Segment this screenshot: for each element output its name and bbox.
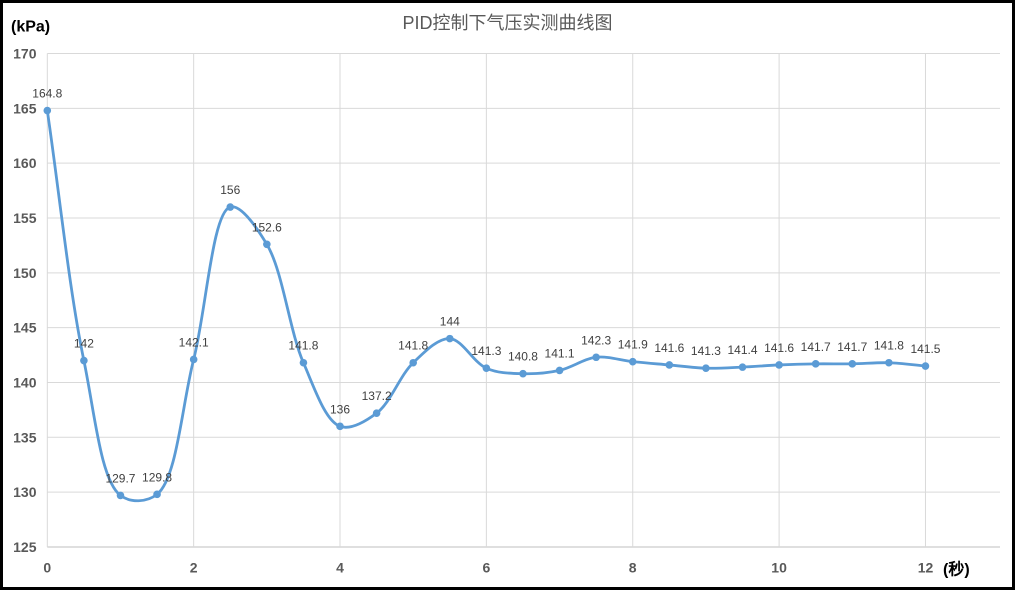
svg-text:PID控制下气压实测曲线图: PID控制下气压实测曲线图 <box>402 13 612 33</box>
svg-text:170: 170 <box>13 46 37 62</box>
svg-text:156: 156 <box>220 183 240 197</box>
svg-text:144: 144 <box>440 315 460 329</box>
svg-text:141.5: 141.5 <box>910 342 940 356</box>
svg-text:141.8: 141.8 <box>288 339 318 353</box>
svg-text:10: 10 <box>771 560 787 576</box>
svg-text:141.4: 141.4 <box>727 343 757 357</box>
svg-text:141.8: 141.8 <box>874 339 904 353</box>
svg-text:0: 0 <box>43 560 51 576</box>
svg-text:129.8: 129.8 <box>142 470 172 484</box>
svg-text:130: 130 <box>13 484 37 500</box>
svg-text:141.9: 141.9 <box>618 338 648 352</box>
svg-text:141.7: 141.7 <box>801 340 831 354</box>
svg-text:141.6: 141.6 <box>654 341 684 355</box>
svg-text:165: 165 <box>13 100 37 116</box>
svg-text:141.8: 141.8 <box>398 339 428 353</box>
svg-text:141.3: 141.3 <box>691 344 721 358</box>
svg-text:137.2: 137.2 <box>362 389 392 403</box>
svg-text:129.7: 129.7 <box>105 471 135 485</box>
svg-text:155: 155 <box>13 210 37 226</box>
svg-text:8: 8 <box>629 560 637 576</box>
svg-text:141.6: 141.6 <box>764 341 794 355</box>
svg-text:145: 145 <box>13 320 37 336</box>
svg-text:4: 4 <box>336 560 344 576</box>
svg-text:152.6: 152.6 <box>252 220 282 234</box>
svg-text:141.1: 141.1 <box>545 346 575 360</box>
svg-text:140: 140 <box>13 375 37 391</box>
svg-text:(kPa): (kPa) <box>11 19 50 36</box>
svg-text:150: 150 <box>13 265 37 281</box>
svg-text:(秒): (秒) <box>943 560 970 579</box>
svg-text:164.8: 164.8 <box>32 87 62 101</box>
svg-text:141.3: 141.3 <box>471 344 501 358</box>
svg-text:6: 6 <box>483 560 491 576</box>
svg-text:136: 136 <box>330 402 350 416</box>
svg-text:140.8: 140.8 <box>508 350 538 364</box>
svg-text:142.1: 142.1 <box>179 335 209 349</box>
svg-text:141.7: 141.7 <box>837 340 867 354</box>
svg-text:135: 135 <box>13 429 37 445</box>
svg-text:2: 2 <box>190 560 198 576</box>
svg-text:125: 125 <box>13 539 37 555</box>
svg-text:160: 160 <box>13 155 37 171</box>
svg-text:12: 12 <box>918 560 934 576</box>
svg-text:142.3: 142.3 <box>581 333 611 347</box>
svg-text:142: 142 <box>74 337 94 351</box>
